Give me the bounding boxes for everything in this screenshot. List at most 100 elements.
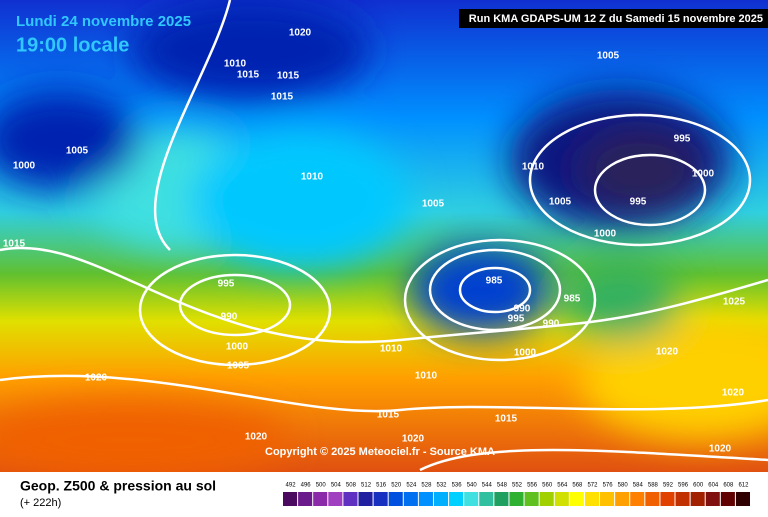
legend-swatch: [373, 492, 388, 506]
isobar-label: 1020: [245, 432, 268, 443]
legend-label: 584: [633, 483, 644, 489]
legend-label: 552: [512, 483, 523, 489]
isobar-label: 1010: [522, 162, 545, 173]
legend-swatch: [358, 492, 373, 506]
isobar-label: 1005: [549, 197, 572, 208]
legend-swatch: [630, 492, 645, 506]
legend-swatch: [403, 492, 418, 506]
isobar-label: 1020: [85, 373, 108, 384]
isobar-label: 1005: [227, 361, 250, 372]
legend-swatch: [705, 492, 720, 506]
legend-label: 608: [723, 483, 734, 489]
legend-swatch: [298, 492, 313, 506]
isobar-label: 1025: [723, 297, 746, 308]
footer-title: Geop. Z500 & pression au sol: [20, 478, 216, 494]
legend-swatch: [328, 492, 343, 506]
legend-swatch: [569, 492, 584, 506]
isobar-label: 1015: [495, 414, 518, 425]
isobar-label: 1020: [709, 444, 732, 455]
legend-swatch: [690, 492, 705, 506]
legend-swatch: [509, 492, 524, 506]
legend-label: 508: [346, 483, 357, 489]
legend-swatch: [313, 492, 328, 506]
isobar-label: 1005: [597, 51, 620, 62]
legend-label: 536: [452, 483, 463, 489]
legend-label: 528: [421, 483, 432, 489]
legend-swatch: [449, 492, 464, 506]
isobar-label: 995: [508, 314, 525, 325]
isobar-label: 1020: [656, 347, 679, 358]
legend-swatch: [524, 492, 539, 506]
legend-label: 516: [376, 483, 387, 489]
legend-swatch: [615, 492, 630, 506]
run-box: [459, 9, 768, 28]
isobar-label: 985: [564, 294, 581, 305]
legend-swatch: [554, 492, 569, 506]
legend-swatch: [494, 492, 509, 506]
legend-label: 596: [678, 483, 689, 489]
isobar-label: 1010: [224, 59, 247, 70]
isobar-label: 1000: [226, 342, 249, 353]
legend-swatch: [675, 492, 690, 506]
legend-label: 576: [603, 483, 614, 489]
isobar-label: 995: [630, 197, 647, 208]
isobar-label: 1020: [722, 388, 745, 399]
legend-swatch: [584, 492, 600, 506]
isobar-label: 1015: [237, 70, 260, 81]
legend-swatch: [539, 492, 554, 506]
legend-label: 544: [482, 483, 493, 489]
valid-date: Lundi 24 novembre 2025: [16, 13, 191, 30]
legend-label: 560: [542, 483, 553, 489]
isobar-label: 1015: [377, 410, 400, 421]
legend-label: 548: [497, 483, 508, 489]
legend-label: 612: [738, 483, 749, 489]
isobar-label: 1000: [692, 169, 715, 180]
isobar-label: 1015: [271, 92, 294, 103]
legend-swatch: [433, 492, 449, 506]
local-time: 19:00 locale: [16, 34, 129, 56]
isobar-label: 1015: [277, 71, 300, 82]
legend-label: 588: [648, 483, 659, 489]
legend-label: 524: [406, 483, 417, 489]
legend-label: 580: [618, 483, 629, 489]
legend-label: 540: [467, 483, 478, 489]
legend-label: 512: [361, 483, 372, 489]
isobar-label: 1015: [3, 239, 26, 250]
isobar-label: 1000: [13, 161, 36, 172]
legend-label: 492: [286, 483, 297, 489]
legend-label: 500: [316, 483, 327, 489]
legend-swatch: [660, 492, 675, 506]
legend-label: 532: [437, 483, 448, 489]
legend-swatch: [464, 492, 479, 506]
isobar-label: 990: [514, 304, 531, 315]
isobar-label: 990: [543, 319, 560, 330]
isobar-lines: [0, 0, 768, 470]
isobar-label: 1010: [380, 344, 403, 355]
isobar-label: 1020: [289, 28, 312, 39]
legend-swatch: [735, 492, 750, 506]
legend-label: 600: [693, 483, 704, 489]
legend-swatch: [600, 492, 615, 506]
lead-time: (+ 222h): [20, 497, 61, 509]
legend-swatch: [720, 492, 735, 506]
isobar-label: 995: [218, 279, 235, 290]
legend-swatch: [479, 492, 494, 506]
isobar-label: 1005: [422, 199, 445, 210]
legend-swatch: [418, 492, 433, 506]
field-shapes: [0, 0, 768, 480]
isobar-label: 985: [486, 276, 503, 287]
legend-label: 592: [663, 483, 674, 489]
legend-label: 572: [587, 483, 598, 489]
legend-label: 496: [301, 483, 312, 489]
isobar-label: 1010: [415, 371, 438, 382]
isobar-label: 1005: [66, 146, 89, 157]
legend-label: 556: [527, 483, 538, 489]
legend-swatch: [388, 492, 403, 506]
isobar-label: 990: [221, 312, 238, 323]
legend-swatch: [283, 492, 298, 506]
copyright: Copyright © 2025 Meteociel.fr - Source K…: [265, 446, 495, 458]
legend-label: 520: [391, 483, 402, 489]
isobar-label: 1000: [594, 229, 617, 240]
